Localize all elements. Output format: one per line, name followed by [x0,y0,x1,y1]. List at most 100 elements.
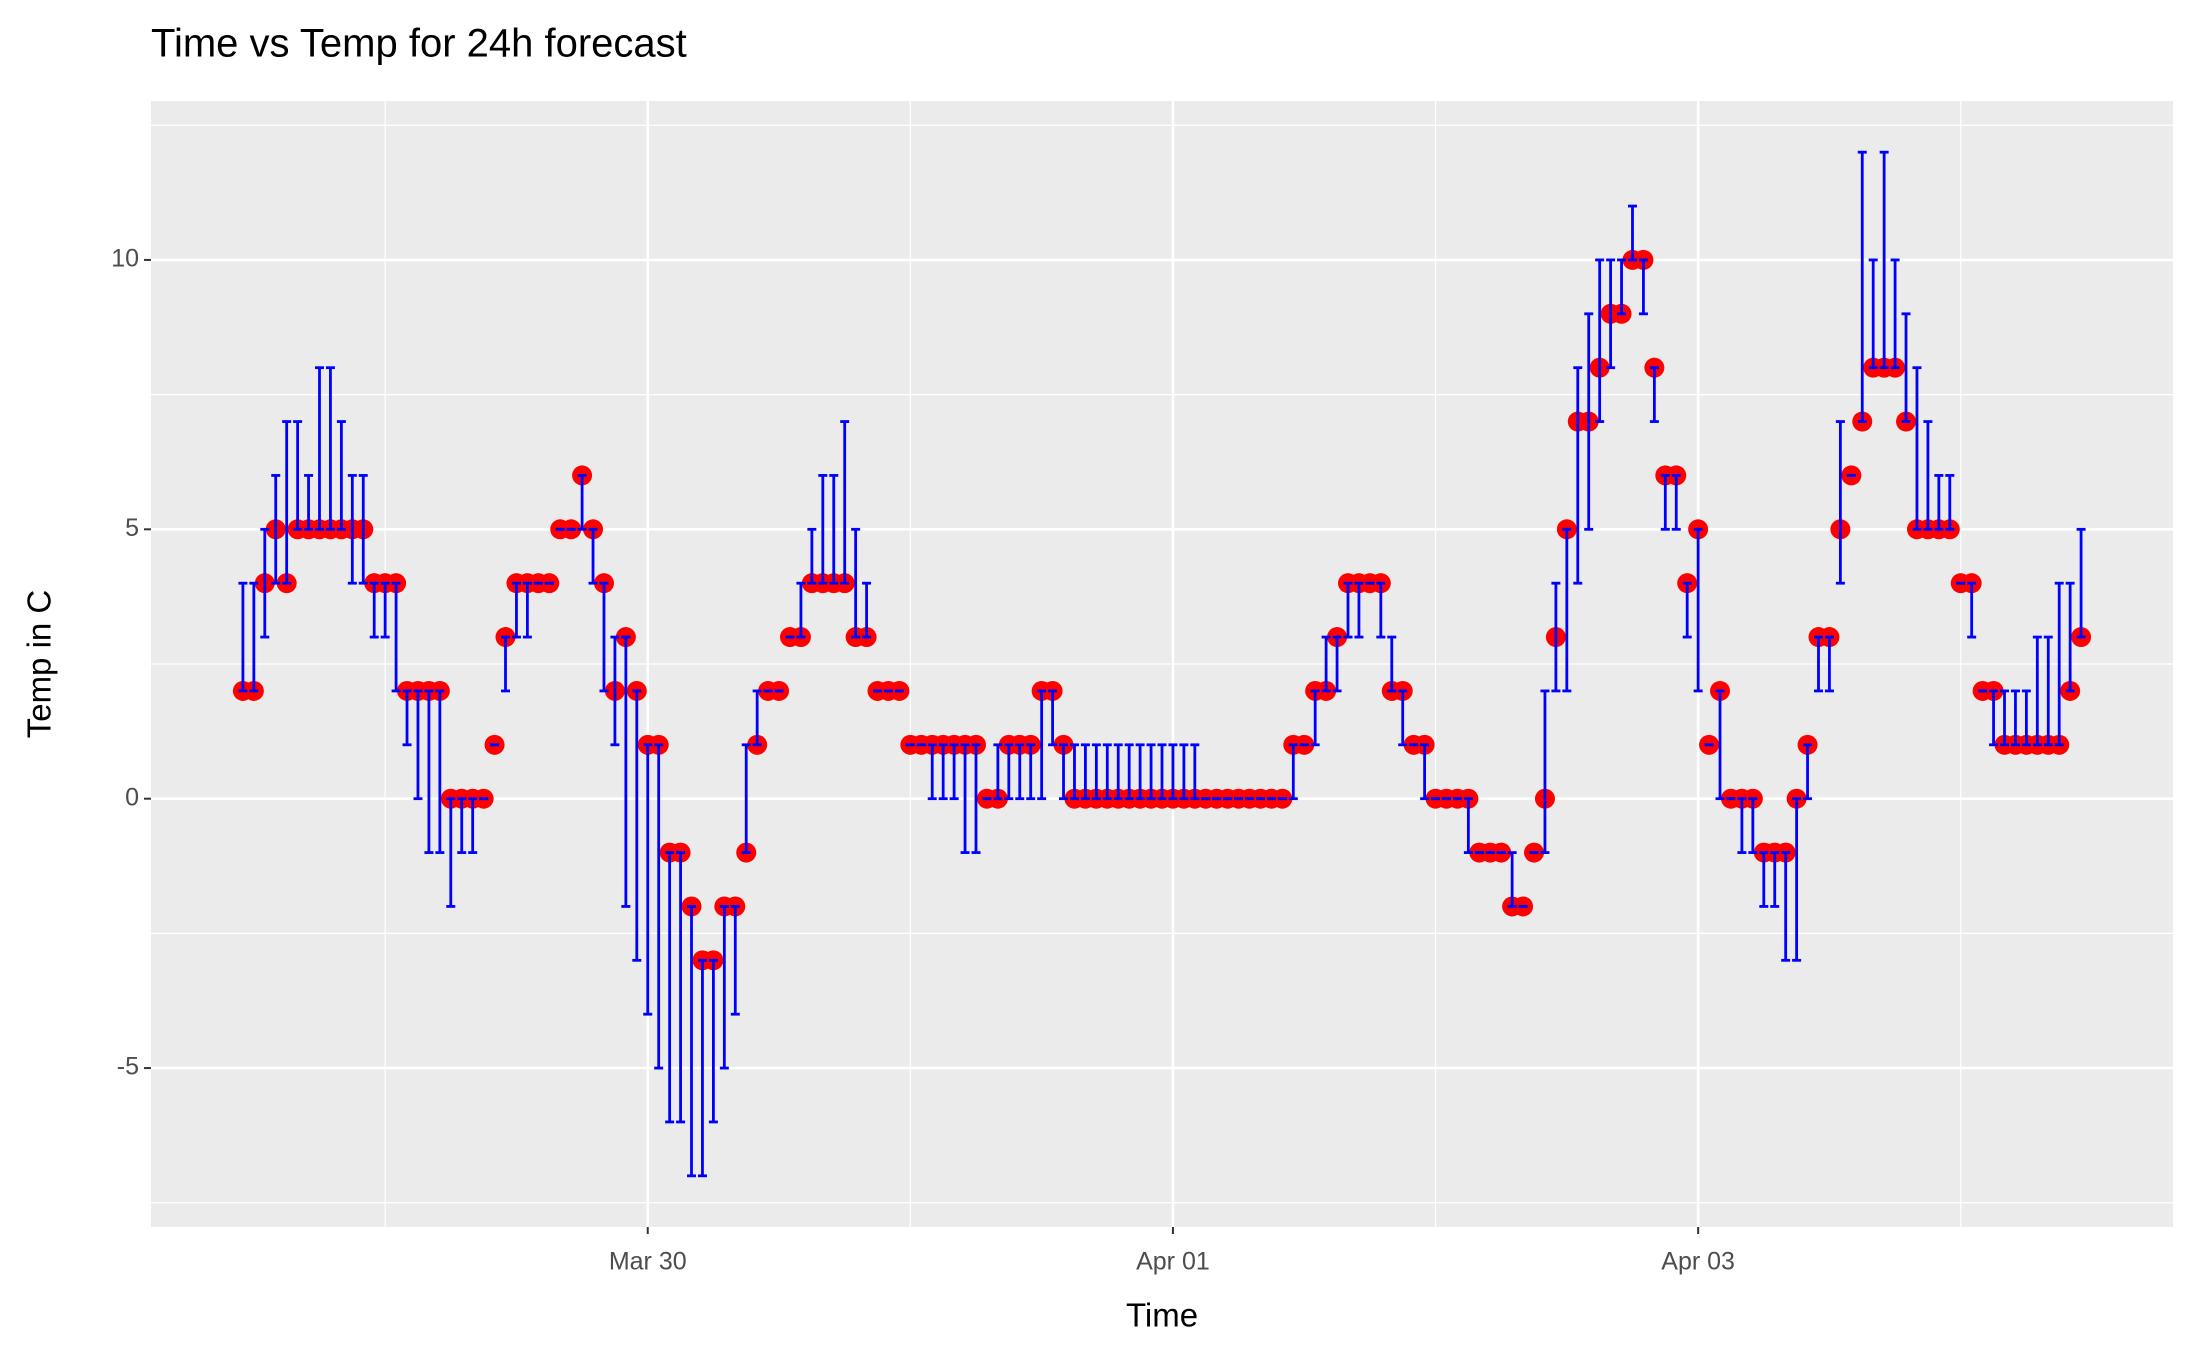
error-bar [1026,743,1036,801]
error-bar [260,527,270,639]
error-bar [1310,689,1320,747]
error-bar [1792,797,1802,962]
error-bar [1748,797,1758,854]
error-bar [2021,689,2031,747]
error-bar [2000,689,2009,747]
error-bar [1770,851,1780,908]
x-tick-label: Mar 30 [609,1248,687,1276]
error-bar [1606,258,1616,370]
error-bar [1660,474,1670,531]
error-bar [1113,743,1123,801]
error-bar [1420,743,1430,801]
error-bar [1288,743,1298,801]
error-bar [1354,581,1364,639]
error-bar [1037,689,1047,801]
error-bar [960,743,970,854]
error-bar [851,527,861,639]
error-bar [1857,150,1867,423]
error-bar [1682,581,1692,639]
error-bar [1737,797,1747,854]
x-axis-title: Time [1126,1297,1198,1334]
error-bar [2043,635,2053,747]
error-bar [1617,258,1627,316]
error-bar [1540,689,1550,854]
error-bar [1135,743,1145,801]
error-bar [1912,366,1922,531]
error-bar [2010,689,2020,747]
error-bar [271,474,281,585]
error-bar [1627,204,1637,262]
error-bar [818,474,828,585]
error-bar [1781,851,1791,962]
error-bar [457,797,467,854]
error-bar [1343,581,1353,639]
error-bar [1945,474,1955,531]
error-bar [249,581,259,693]
error-bar [1190,743,1200,801]
error-bar [971,743,981,854]
error-bar [358,474,368,585]
error-bar [1934,474,1944,531]
error-bar [347,474,357,585]
error-bar [599,581,609,693]
error-bar [1813,635,1823,693]
error-bar [676,851,686,1124]
error-bar [238,581,248,693]
error-bar [1463,797,1473,854]
error-bar [501,635,511,693]
error-bar [1102,743,1112,801]
y-tick-label: -5 [117,1053,139,1081]
error-bar [621,635,631,908]
y-axis-title: Temp in C [21,590,58,739]
error-bar [862,581,872,639]
error-bar [1507,851,1517,908]
error-bar [1146,743,1156,801]
error-bar [1179,743,1189,801]
error-bar [1376,581,1386,639]
error-bar [1715,689,1725,801]
x-tick-label: Apr 03 [1661,1248,1735,1276]
error-bar [413,689,423,801]
error-bar [380,581,390,639]
error-bar [1890,258,1900,370]
error-bar [2032,635,2042,747]
error-bar [687,905,697,1178]
error-bar [730,905,740,1016]
error-bar [708,958,718,1124]
marks [232,150,2092,1178]
error-bar [1562,527,1572,693]
error-bar [927,743,937,801]
error-bar [1835,420,1845,585]
error-bar [1923,420,1933,531]
error-bar [829,474,839,585]
error-bar [1595,258,1605,423]
error-bar [1332,635,1342,693]
error-bar [424,689,434,854]
chart-title: Time vs Temp for 24h forecast [151,22,687,66]
error-bar [654,743,664,1070]
error-bar [1759,851,1769,908]
error-bar [719,905,729,1070]
error-bar [752,689,762,747]
error-bar [1649,366,1659,423]
error-bar [1803,743,1813,801]
error-bar [840,420,850,585]
error-bar [1124,743,1134,801]
error-bar [1868,258,1878,370]
error-bar [336,420,346,531]
error-bar [304,474,314,531]
error-bar [938,743,948,801]
error-bar [1967,581,1977,639]
error-bar [697,958,707,1178]
error-bar [665,851,675,1124]
error-bar [1321,635,1331,693]
error-bar [1824,635,1834,693]
error-bar [1048,689,1058,747]
error-bar [1551,581,1561,693]
error-bar [1015,743,1025,801]
error-bar [1091,743,1101,801]
error-bar [1059,743,1069,801]
error-bar [446,797,456,908]
error-bar [1168,743,1178,801]
